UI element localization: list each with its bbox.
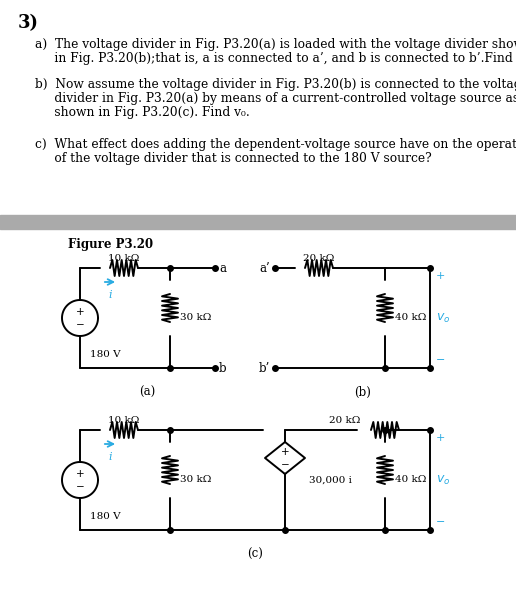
Text: divider in Fig. P3.20(a) by means of a current-controlled voltage source as: divider in Fig. P3.20(a) by means of a c… xyxy=(35,92,516,105)
Bar xyxy=(0,215,516,229)
Text: −: − xyxy=(76,320,85,330)
Text: 20 kΩ: 20 kΩ xyxy=(329,416,361,425)
Text: (b): (b) xyxy=(354,386,371,399)
Text: of the voltage divider that is connected to the 180 V source?: of the voltage divider that is connected… xyxy=(35,152,432,165)
Text: 3): 3) xyxy=(18,14,39,32)
Text: a)  The voltage divider in Fig. P3.20(a) is loaded with the voltage divider show: a) The voltage divider in Fig. P3.20(a) … xyxy=(35,38,516,51)
Text: b’: b’ xyxy=(259,362,270,375)
Text: $v_o$: $v_o$ xyxy=(436,311,450,324)
Text: 30 kΩ: 30 kΩ xyxy=(180,476,212,485)
Text: b)  Now assume the voltage divider in Fig. P3.20(b) is connected to the voltage: b) Now assume the voltage divider in Fig… xyxy=(35,78,516,91)
Text: 20 kΩ: 20 kΩ xyxy=(303,254,335,263)
Text: 30,000 i: 30,000 i xyxy=(309,476,352,485)
Text: b: b xyxy=(219,362,227,375)
Text: 10 kΩ: 10 kΩ xyxy=(108,416,140,425)
Text: +: + xyxy=(436,271,445,281)
Text: (c): (c) xyxy=(247,548,263,561)
Text: 30 kΩ: 30 kΩ xyxy=(180,313,212,323)
Text: 180 V: 180 V xyxy=(90,350,121,359)
Text: 40 kΩ: 40 kΩ xyxy=(395,313,426,323)
Text: a’: a’ xyxy=(259,261,270,274)
Text: 40 kΩ: 40 kΩ xyxy=(395,476,426,485)
Text: 10 kΩ: 10 kΩ xyxy=(108,254,140,263)
Text: +: + xyxy=(76,469,84,479)
Text: +: + xyxy=(436,433,445,443)
Text: Figure P3.20: Figure P3.20 xyxy=(68,238,153,251)
Text: i: i xyxy=(108,452,112,462)
Text: (a): (a) xyxy=(139,386,156,399)
Text: c)  What effect does adding the dependent-voltage source have on the operation: c) What effect does adding the dependent… xyxy=(35,138,516,151)
Text: $v_o$: $v_o$ xyxy=(436,473,450,486)
Text: a: a xyxy=(219,261,226,274)
Text: 180 V: 180 V xyxy=(90,512,121,521)
Text: −: − xyxy=(436,355,445,365)
Text: in Fig. P3.20(b);that is, a is connected to a’, and b is connected to b’.Find v₀: in Fig. P3.20(b);that is, a is connected… xyxy=(35,52,516,65)
Text: shown in Fig. P3.20(c). Find v₀.: shown in Fig. P3.20(c). Find v₀. xyxy=(35,106,250,119)
Text: +: + xyxy=(281,447,289,457)
Text: −: − xyxy=(76,482,85,492)
Text: −: − xyxy=(281,460,289,470)
Text: +: + xyxy=(76,307,84,317)
Text: −: − xyxy=(436,517,445,527)
Text: i: i xyxy=(108,290,112,300)
